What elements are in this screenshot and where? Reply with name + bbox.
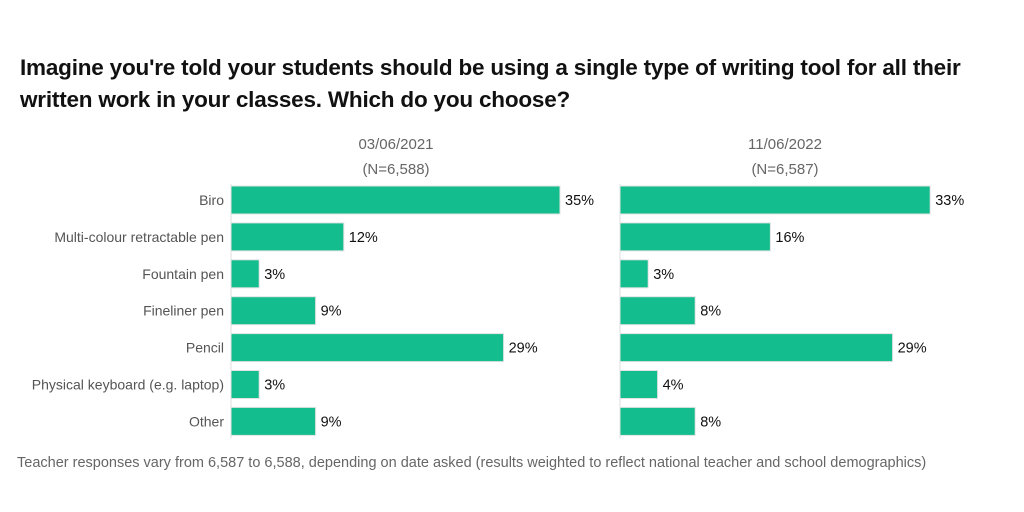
category-label: Biro (199, 192, 224, 208)
panel-date: 11/06/2022 (748, 136, 822, 153)
bar (619, 370, 659, 399)
bar (619, 222, 771, 252)
category-label: Multi-colour retractable pen (54, 229, 224, 245)
bar (619, 296, 696, 326)
bar (230, 333, 505, 363)
panel-sample-size: (N=6,588) (362, 161, 429, 178)
bar (619, 259, 649, 289)
bar (230, 406, 317, 436)
data-label: 4% (663, 378, 684, 394)
bar (230, 370, 260, 399)
data-label: 16% (775, 230, 804, 246)
data-label: 35% (565, 193, 594, 209)
category-label: Other (189, 413, 224, 429)
data-label: 33% (935, 193, 964, 209)
data-label: 29% (898, 341, 927, 357)
chart-footnote: Teacher responses vary from 6,587 to 6,5… (17, 455, 927, 471)
category-label: Fineliner pen (143, 303, 224, 319)
panel-date: 03/06/2021 (358, 136, 433, 153)
data-label: 9% (321, 304, 342, 320)
chart-title: Imagine you're told your students should… (20, 55, 961, 112)
data-label: 3% (264, 378, 285, 394)
bar (230, 185, 561, 215)
bar (619, 333, 894, 363)
data-label: 3% (653, 267, 674, 283)
data-label: 8% (700, 414, 721, 430)
category-label: Fountain pen (142, 266, 224, 282)
data-label: 12% (349, 230, 378, 246)
bar (619, 406, 696, 436)
data-label: 3% (264, 267, 285, 283)
bar (619, 185, 931, 215)
category-label: Pencil (186, 340, 224, 356)
bar (230, 222, 345, 252)
bar (230, 296, 317, 326)
data-label: 9% (321, 414, 342, 430)
category-label: Physical keyboard (e.g. laptop) (32, 377, 224, 393)
bar (230, 259, 260, 289)
data-label: 29% (509, 341, 538, 357)
data-label: 8% (700, 304, 721, 320)
panel-sample-size: (N=6,587) (751, 161, 818, 178)
